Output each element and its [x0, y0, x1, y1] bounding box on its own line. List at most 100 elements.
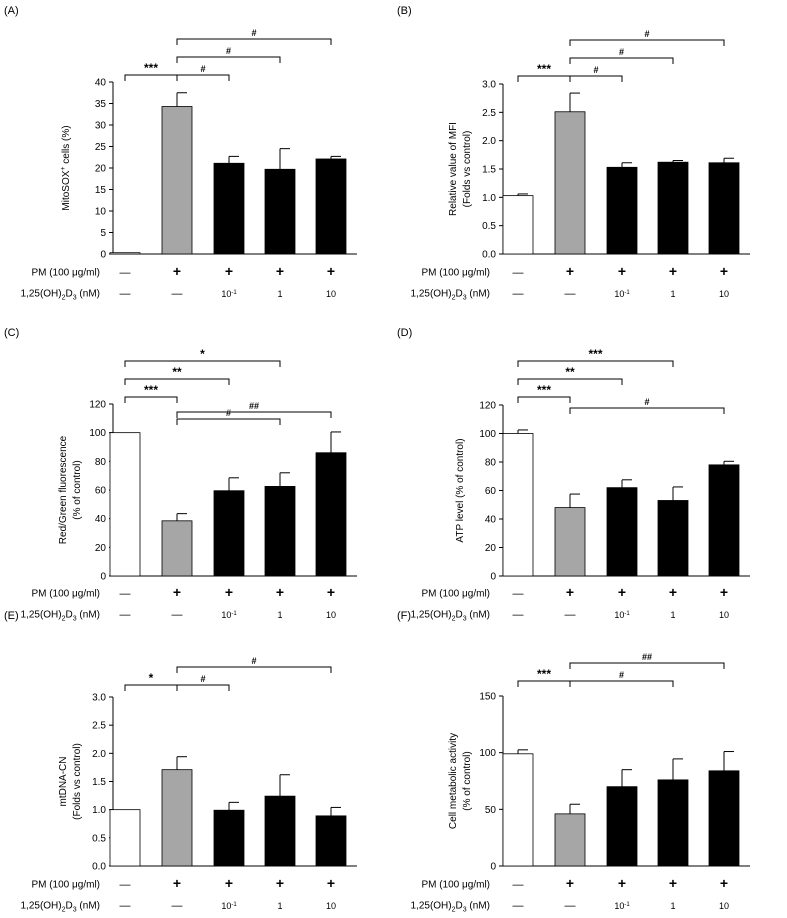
vitd-row-label: 1,25(OH)2D3 (nM): [410, 610, 490, 623]
y-tick-label: 2.0: [482, 136, 496, 147]
vitd-mark: 1: [670, 289, 675, 299]
pm-mark: —: [513, 588, 524, 600]
panel-label: (B): [397, 5, 412, 17]
pm-mark: +: [173, 263, 181, 279]
bar-1: [109, 809, 141, 867]
vitd-mark: 1: [670, 610, 675, 620]
significance-label: #: [226, 46, 231, 56]
significance-bracket: [124, 378, 230, 385]
vitd-row-label: 1,25(OH)2D3 (nM): [20, 901, 100, 914]
pm-mark: +: [720, 263, 728, 279]
pm-mark: +: [327, 584, 335, 600]
y-tick-label: 120: [89, 400, 106, 411]
bar-2: [161, 106, 193, 255]
y-tick-label: 0.0: [92, 862, 106, 873]
panel-label: (C): [4, 327, 19, 339]
vitd-mark: —: [120, 900, 131, 912]
vitd-mark: 1: [277, 901, 282, 911]
pm-mark: +: [566, 263, 574, 279]
bar-2: [161, 520, 193, 577]
significance-bracket: [569, 39, 725, 46]
y-axis-label: ATP level (% of control): [455, 438, 466, 542]
significance-label: #: [619, 47, 624, 57]
y-tick-label: 40: [485, 515, 497, 526]
significance-label: ***: [144, 61, 158, 75]
significance-label: *: [149, 671, 154, 685]
y-tick-label: 20: [95, 164, 107, 175]
y-tick-label: 20: [485, 543, 497, 554]
y-tick-label: 80: [95, 457, 107, 468]
y-axis-label: Relative value of MFI: [448, 122, 459, 216]
y-tick-label: 3.0: [92, 693, 106, 704]
y-tick-label: 0: [490, 862, 496, 873]
y-tick-label: 100: [89, 428, 106, 439]
vitd-mark: 1: [277, 289, 282, 299]
y-tick-label: 0.0: [482, 250, 496, 261]
vitd-mark: —: [513, 609, 524, 621]
significance-bracket: [569, 57, 674, 64]
y-tick-label: 50: [485, 805, 497, 816]
bar-4: [657, 779, 689, 867]
significance-label: ##: [642, 652, 652, 662]
vitd-mark: —: [172, 609, 183, 621]
significance-bracket: [517, 378, 623, 385]
bar-2: [554, 111, 586, 255]
significance-label: ***: [537, 62, 551, 76]
significance-label: ##: [249, 401, 259, 411]
pm-row-label: PM (100 μg/ml): [421, 268, 490, 279]
y-tick-label: 2.0: [92, 749, 106, 760]
vitd-mark: 10: [719, 610, 729, 620]
bar-1: [502, 753, 534, 867]
y-axis-label: mtDNA-CN: [58, 757, 69, 807]
y-axis-label: MitoSOX+ cells (%): [60, 125, 72, 210]
bar-3: [213, 490, 245, 577]
pm-mark: +: [669, 875, 677, 891]
significance-bracket: [569, 75, 623, 82]
vitd-mark: —: [172, 288, 183, 300]
bar-4: [657, 161, 689, 255]
pm-mark: +: [173, 875, 181, 891]
pm-mark: +: [225, 584, 233, 600]
vitd-row-label: 1,25(OH)2D3 (nM): [20, 289, 100, 302]
y-tick-label: 30: [95, 121, 107, 132]
significance-label: ***: [588, 347, 602, 361]
significance-bracket: [176, 56, 281, 63]
y-tick-label: 0.5: [482, 221, 496, 232]
significance-bracket: [176, 684, 230, 691]
pm-mark: +: [720, 875, 728, 891]
significance-label: ***: [144, 383, 158, 397]
panel-label: (E): [4, 610, 19, 622]
chart-svg-b: (B) 0.0 0.5 1.0 1.5 2.0 2.5 3.0 Relative value o…: [397, 5, 750, 302]
vitd-mark: 10: [719, 289, 729, 299]
y-tick-label: 100: [479, 429, 496, 440]
significance-bracket: [124, 74, 178, 81]
significance-bracket: [124, 684, 178, 691]
significance-bracket: [569, 662, 725, 669]
y-axis-label: Red/Green fluorescence: [58, 435, 69, 544]
y-tick-label: 15: [95, 185, 107, 196]
vitd-mark: 10-1: [614, 289, 630, 299]
chart-svg-a: (A) 0 5 10 15 20 25 30 35 40 MitoSOX+ cells (%) ***…: [4, 5, 357, 302]
y-tick-label: 3.0: [482, 80, 496, 91]
bar-5: [315, 158, 347, 255]
significance-bracket: [176, 411, 332, 418]
significance-bracket: [569, 680, 674, 687]
y-tick-label: 150: [479, 692, 496, 703]
y-tick-label: 2.5: [482, 108, 496, 119]
y-tick-label: 0: [100, 250, 106, 261]
y-tick-label: 0: [100, 572, 106, 583]
vitd-mark: 10-1: [614, 901, 630, 911]
pm-mark: +: [618, 875, 626, 891]
y-tick-label: 100: [479, 748, 496, 759]
vitd-mark: 10: [719, 901, 729, 911]
bar-5: [315, 452, 347, 577]
vitd-mark: 10-1: [221, 289, 237, 299]
bar-3: [606, 166, 638, 255]
y-tick-label: 35: [95, 99, 107, 110]
significance-label: #: [200, 64, 205, 74]
significance-bracket: [517, 396, 571, 403]
significance-bracket: [569, 407, 725, 414]
y-tick-label: 40: [95, 514, 107, 525]
pm-mark: —: [513, 267, 524, 279]
vitd-mark: 1: [277, 610, 282, 620]
